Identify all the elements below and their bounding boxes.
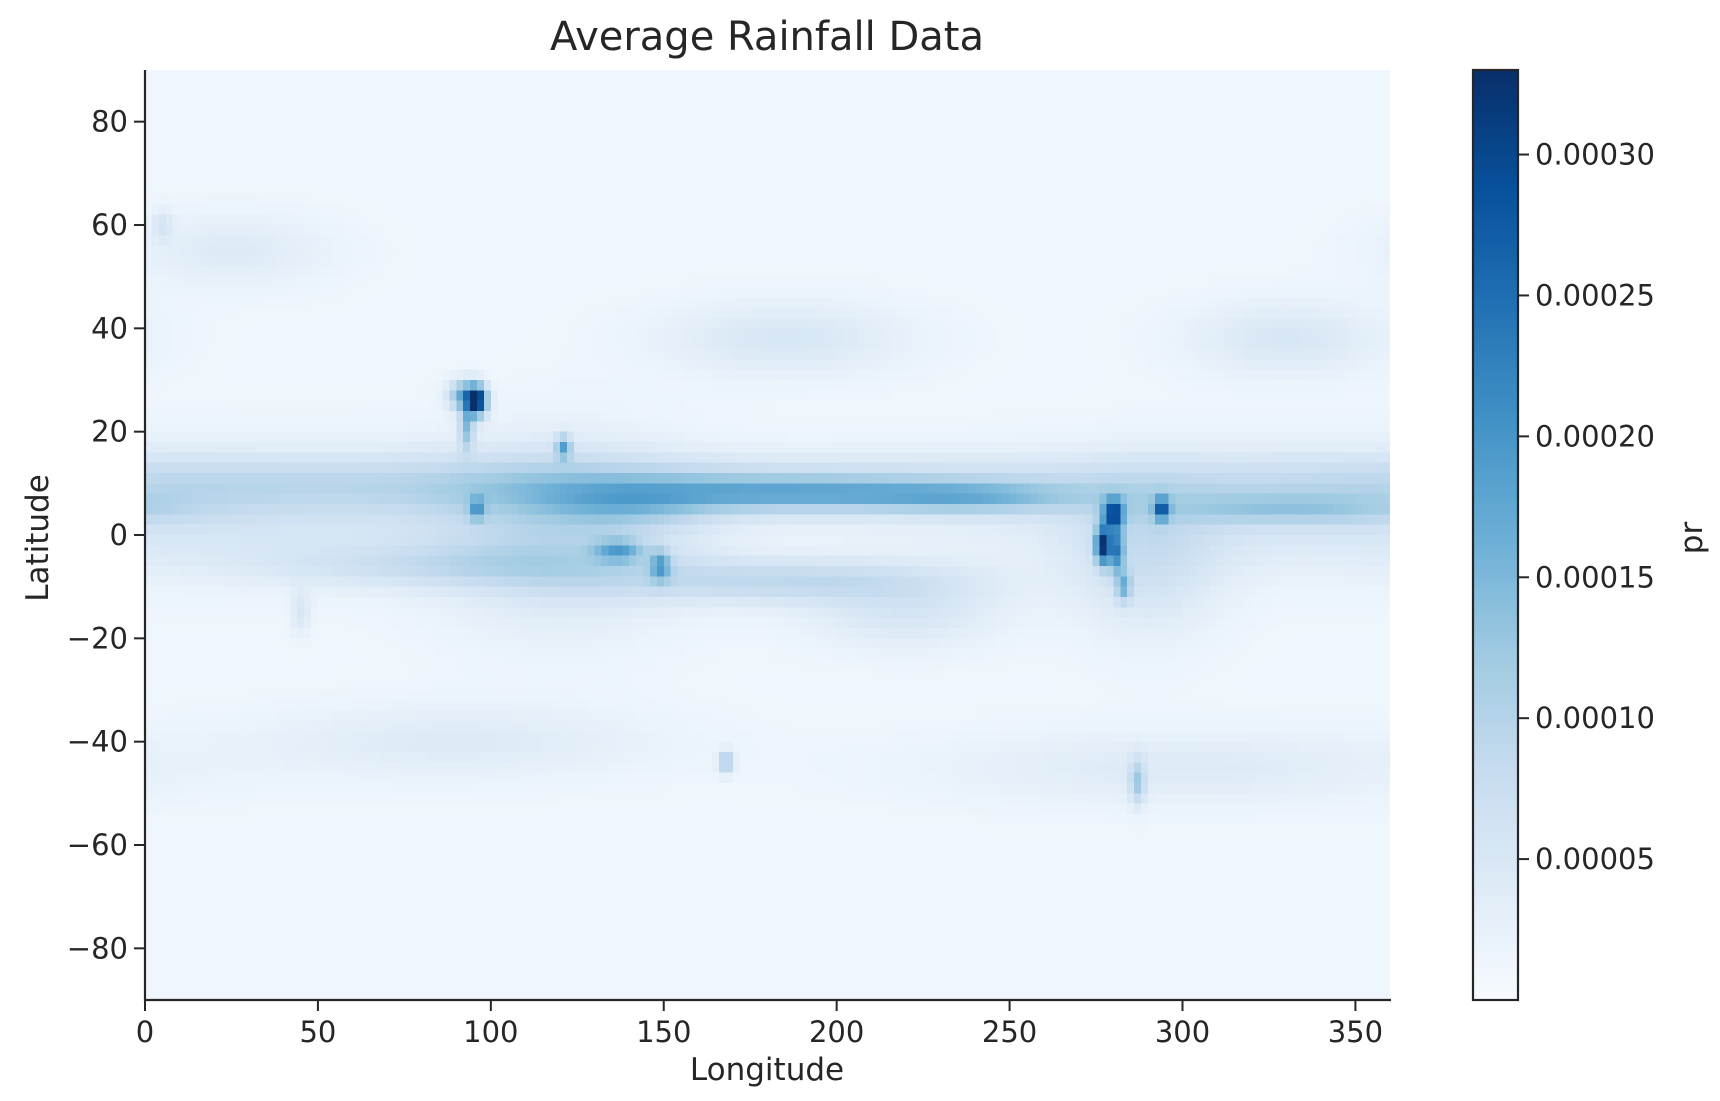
x-tick-label: 350 — [1328, 1015, 1383, 1049]
x-tick-label: 250 — [982, 1015, 1037, 1049]
rainfall-heatmap-image — [145, 70, 1390, 1000]
x-tick-label: 300 — [1155, 1015, 1210, 1049]
x-tick-label: 0 — [136, 1015, 154, 1049]
colorbar-gradient — [1473, 70, 1518, 1000]
y-tick-label: −20 — [67, 621, 128, 655]
y-tick-label: 0 — [110, 518, 128, 552]
colorbar-tick-label: 0.00025 — [1535, 278, 1655, 312]
colorbar-tick-label: 0.00020 — [1535, 419, 1655, 453]
colorbar-tick-label: 0.00005 — [1535, 842, 1655, 876]
y-tick-label: 80 — [91, 105, 128, 139]
colorbar-label: pr — [1674, 522, 1710, 555]
y-tick-label: −40 — [67, 725, 128, 759]
colorbar-ticks: 0.00005 0.00010 0.00015 0.00020 0.00025 0.000… — [1518, 138, 1655, 876]
x-tick-label: 200 — [809, 1015, 864, 1049]
y-ticks: 80 60 40 20 0 −20 −40 −60 −80 — [67, 105, 145, 965]
colorbar-frame — [1471, 68, 1520, 1002]
y-tick-label: 60 — [91, 208, 128, 242]
x-axis-label: Longitude — [690, 1052, 844, 1088]
x-tick-label: 100 — [463, 1015, 518, 1049]
y-tick-label: 20 — [91, 415, 128, 449]
colorbar-tick-label: 0.00030 — [1535, 138, 1655, 172]
y-tick-label: 40 — [91, 311, 128, 345]
colorbar-tick-label: 0.00010 — [1535, 701, 1655, 735]
y-tick-label: −60 — [67, 828, 128, 862]
x-tick-label: 150 — [636, 1015, 691, 1049]
x-ticks: 0 50 100 150 200 250 300 350 — [136, 1000, 1383, 1049]
chart-title: Average Rainfall Data — [550, 14, 984, 60]
y-tick-label: −80 — [67, 931, 128, 965]
colorbar-tick-label: 0.00015 — [1535, 560, 1655, 594]
y-axis-label: Latitude — [20, 474, 56, 602]
x-tick-label: 50 — [299, 1015, 336, 1049]
